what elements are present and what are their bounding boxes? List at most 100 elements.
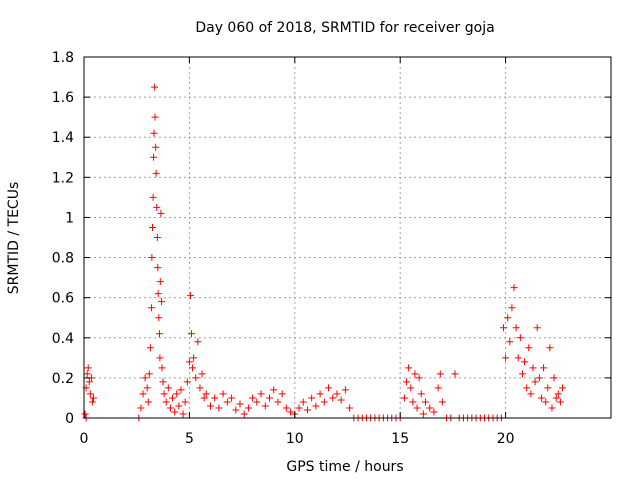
y-tick-label: 1.2 bbox=[52, 170, 74, 186]
data-point bbox=[419, 410, 427, 418]
data-point bbox=[153, 203, 161, 211]
data-point bbox=[157, 209, 165, 217]
y-axis-label: SRMTID / TECUs bbox=[6, 182, 22, 295]
y-tick-label: 0.4 bbox=[52, 331, 74, 347]
data-point bbox=[160, 390, 168, 398]
data-point bbox=[186, 292, 194, 300]
data-point bbox=[88, 398, 96, 406]
data-point bbox=[529, 364, 537, 372]
data-point bbox=[249, 394, 257, 402]
data-point bbox=[144, 398, 152, 406]
data-point bbox=[154, 264, 162, 272]
data-point bbox=[151, 83, 159, 91]
data-point bbox=[202, 390, 210, 398]
data-point bbox=[518, 370, 526, 378]
data-point bbox=[346, 404, 354, 412]
data-point bbox=[145, 370, 153, 378]
data-point bbox=[149, 223, 157, 231]
data-point bbox=[337, 396, 345, 404]
data-point bbox=[403, 378, 411, 386]
data-point bbox=[190, 354, 198, 362]
data-point bbox=[169, 394, 177, 402]
data-point bbox=[407, 384, 415, 392]
data-point bbox=[546, 344, 554, 352]
data-point bbox=[329, 394, 337, 402]
y-tick-label: 0 bbox=[65, 411, 74, 427]
data-point bbox=[535, 374, 543, 382]
data-point bbox=[282, 404, 290, 412]
data-point bbox=[158, 364, 166, 372]
x-tick-label: 15 bbox=[391, 431, 409, 447]
data-point bbox=[189, 364, 197, 372]
data-point bbox=[426, 404, 434, 412]
data-point bbox=[542, 398, 550, 406]
data-point bbox=[244, 404, 252, 412]
y-tick-label: 1 bbox=[65, 210, 74, 226]
y-tick-label: 1.4 bbox=[52, 130, 74, 146]
data-point bbox=[153, 234, 161, 241]
y-tick-label: 0.2 bbox=[52, 371, 74, 387]
data-point bbox=[175, 402, 183, 410]
data-point bbox=[320, 398, 328, 406]
data-point bbox=[430, 408, 438, 416]
data-point bbox=[83, 370, 91, 378]
data-point bbox=[341, 386, 349, 394]
data-point bbox=[240, 410, 248, 418]
data-point bbox=[451, 370, 459, 378]
x-tick-label: 5 bbox=[185, 431, 194, 447]
data-point bbox=[261, 402, 269, 410]
data-point bbox=[147, 304, 155, 312]
data-point bbox=[223, 398, 231, 406]
data-point bbox=[89, 394, 97, 402]
data-point bbox=[177, 386, 185, 394]
x-tick-label: 0 bbox=[80, 431, 89, 447]
data-point bbox=[554, 390, 562, 398]
data-point bbox=[516, 334, 524, 342]
data-point bbox=[137, 404, 145, 412]
data-point bbox=[316, 390, 324, 398]
data-points bbox=[81, 83, 567, 422]
data-point bbox=[552, 394, 560, 402]
data-point bbox=[504, 314, 512, 322]
data-point bbox=[413, 404, 421, 412]
y-tick-label: 1.8 bbox=[52, 50, 74, 66]
data-point bbox=[325, 384, 333, 392]
data-point bbox=[266, 394, 274, 402]
data-point bbox=[559, 384, 567, 392]
data-point bbox=[183, 378, 191, 386]
data-point bbox=[86, 390, 94, 398]
data-point bbox=[521, 358, 529, 366]
data-point bbox=[523, 384, 531, 392]
data-point bbox=[185, 358, 193, 366]
data-point bbox=[550, 374, 558, 382]
data-point bbox=[211, 394, 219, 402]
data-point bbox=[85, 378, 93, 386]
data-point bbox=[149, 193, 157, 201]
data-point bbox=[156, 354, 164, 362]
data-point bbox=[415, 374, 423, 382]
data-point bbox=[198, 370, 206, 378]
grid-lines bbox=[84, 57, 611, 418]
data-point bbox=[150, 129, 158, 137]
x-tick-label: 20 bbox=[497, 431, 515, 447]
data-point bbox=[257, 390, 265, 398]
data-point bbox=[228, 394, 236, 402]
data-point bbox=[150, 153, 158, 161]
data-point bbox=[206, 402, 214, 410]
x-axis-label: GPS time / hours bbox=[286, 459, 403, 475]
data-point bbox=[417, 390, 425, 398]
data-point bbox=[270, 386, 278, 394]
data-point bbox=[502, 354, 510, 362]
data-point bbox=[308, 394, 316, 402]
data-point bbox=[196, 384, 204, 392]
data-point bbox=[438, 398, 446, 406]
data-point bbox=[143, 384, 151, 392]
data-point bbox=[278, 390, 286, 398]
data-point bbox=[510, 284, 518, 292]
data-point bbox=[405, 364, 413, 372]
data-point bbox=[81, 410, 89, 418]
data-point bbox=[151, 113, 159, 121]
data-point bbox=[200, 394, 208, 402]
data-point bbox=[295, 404, 303, 412]
data-point bbox=[146, 344, 154, 352]
